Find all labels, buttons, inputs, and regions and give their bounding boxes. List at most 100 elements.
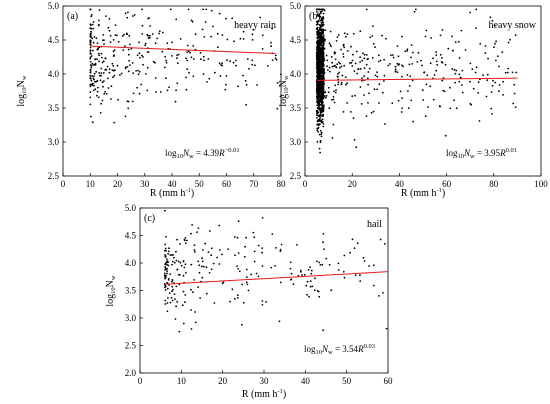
data-point [385,327,388,330]
data-point [164,247,167,250]
data-point [316,140,319,143]
data-point [321,81,324,84]
data-point [155,91,157,93]
data-point [279,250,282,253]
data-point [182,260,185,262]
data-point [171,285,174,288]
data-point [337,75,339,78]
data-point [337,81,340,83]
data-point [204,21,207,23]
data-point [170,280,173,283]
data-point [133,14,136,16]
data-point [105,93,108,95]
data-point [179,38,182,40]
data-point [372,42,375,45]
data-point [340,65,343,68]
panel-b-plot-frame [304,5,542,177]
data-point [227,248,230,251]
data-point [401,97,403,99]
data-point [343,276,346,279]
y-tick-label: 2.5 [125,341,137,351]
data-point [330,56,333,58]
panel-c-eq-exp: 0.03 [364,343,375,350]
data-point [151,33,154,35]
data-point [316,60,319,63]
data-point [91,75,94,78]
data-point [354,94,356,97]
data-point [252,28,255,31]
data-point [199,297,202,299]
data-point [318,81,321,84]
data-point [367,102,369,104]
data-point [237,220,240,223]
data-point [274,54,277,57]
data-point [340,48,342,51]
panel-b-eq-exp: 0.01 [506,147,517,154]
data-point [124,66,127,68]
data-point [383,58,385,61]
data-point [224,88,227,91]
data-point [319,59,321,61]
data-point [89,77,92,80]
data-point [100,67,103,70]
data-point [321,102,323,105]
data-point [94,80,96,83]
data-point [96,42,99,44]
data-point [220,64,222,66]
data-point [198,264,201,267]
data-point [324,39,326,42]
data-point [112,76,114,79]
data-point [318,133,321,136]
data-point [321,118,324,121]
data-point [190,328,193,330]
data-point [361,77,363,80]
data-point [317,53,319,55]
data-point [259,16,261,19]
data-point [407,107,410,109]
data-point [365,8,368,11]
data-point [275,58,278,61]
data-point [322,58,325,60]
data-point [484,45,487,47]
data-point [424,35,427,38]
data-point [104,57,107,60]
data-point [337,262,340,265]
data-point [251,63,254,66]
data-point [324,96,327,99]
data-point [493,46,495,49]
data-point [244,79,247,82]
data-point [359,30,362,33]
data-point [319,64,321,67]
data-point [190,19,193,22]
data-point [178,330,181,333]
panel-a-xlabel-close: ) [191,188,194,199]
data-point [166,42,169,45]
data-point [176,300,179,303]
data-point [111,69,114,71]
data-point [90,36,92,39]
panel-a-fit-line [90,45,276,55]
data-point [187,8,190,11]
data-point [202,265,205,268]
data-point [350,45,352,48]
data-point [322,241,324,244]
data-point [435,54,438,57]
y-tick-label: 4.0 [290,69,302,79]
data-point [176,238,178,241]
data-point [245,103,248,106]
data-point [322,21,325,24]
data-point [89,83,92,86]
data-point [91,37,94,40]
data-point [94,63,97,66]
panel-b-ylabel-var-sub: w [283,75,290,80]
data-point [90,24,92,27]
data-point [321,115,323,118]
data-point [212,25,214,28]
data-point [116,64,119,67]
data-point [127,48,130,51]
data-point [114,24,117,26]
data-point [436,63,439,66]
data-point [164,56,167,58]
data-point [475,27,477,29]
data-point [430,37,432,39]
